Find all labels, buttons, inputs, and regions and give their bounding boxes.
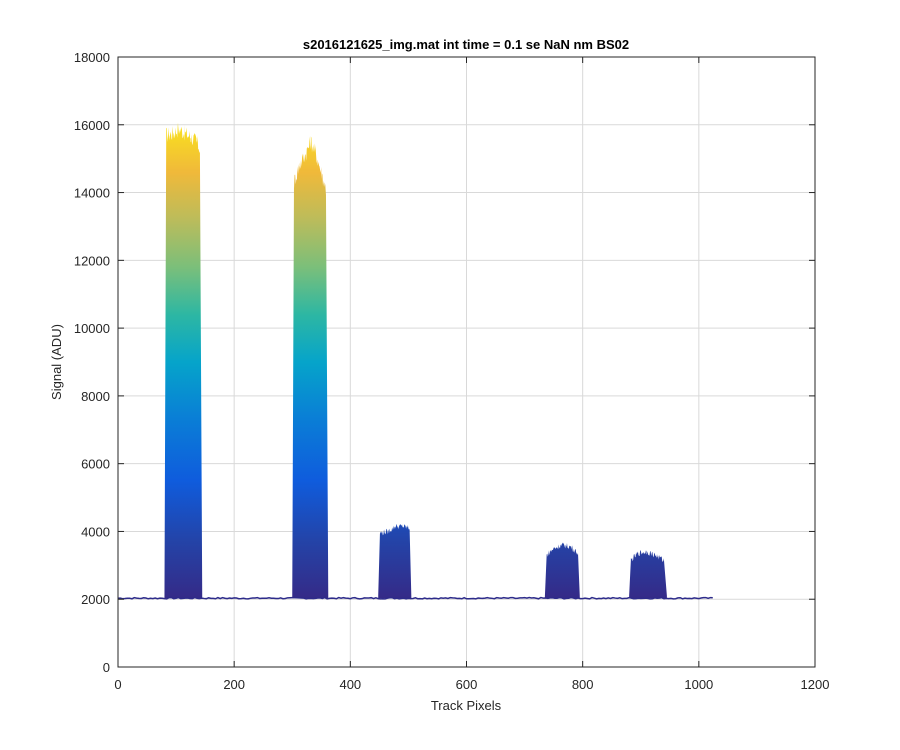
y-tick-label: 8000 [81, 389, 110, 404]
x-tick-label: 0 [114, 677, 121, 692]
signal-peak-4 [544, 542, 580, 599]
y-tick-label: 14000 [74, 186, 110, 201]
signal-peak-1 [164, 122, 203, 599]
baseline-trace [117, 596, 713, 600]
y-tick-label: 10000 [74, 321, 110, 336]
x-tick-label: 1200 [801, 677, 830, 692]
x-tick-label: 200 [223, 677, 245, 692]
y-tick-label: 4000 [81, 524, 110, 539]
y-tick-label: 18000 [74, 50, 110, 65]
y-axis-label: Signal (ADU) [49, 324, 64, 400]
x-tick-label: 1000 [684, 677, 713, 692]
y-tick-label: 16000 [74, 118, 110, 133]
signal-peak-5 [629, 550, 667, 599]
y-tick-label: 12000 [74, 253, 110, 268]
signal-peak-2 [292, 136, 329, 599]
y-tick-label: 2000 [81, 592, 110, 607]
x-axis-label: Track Pixels [431, 698, 502, 713]
grid [117, 56, 816, 668]
y-tick-label: 0 [103, 660, 110, 675]
y-tick-label: 6000 [81, 457, 110, 472]
signal-areas [164, 122, 667, 599]
signal-peak-3 [378, 523, 412, 599]
x-tick-label: 600 [456, 677, 478, 692]
x-tick-label: 800 [572, 677, 594, 692]
ticks: 0 200 400 600 800 1000 12000200040006000800010… [74, 50, 830, 692]
chart-title: s2016121625_img.mat int time = 0.1 se Na… [303, 37, 629, 52]
x-tick-label: 400 [339, 677, 361, 692]
